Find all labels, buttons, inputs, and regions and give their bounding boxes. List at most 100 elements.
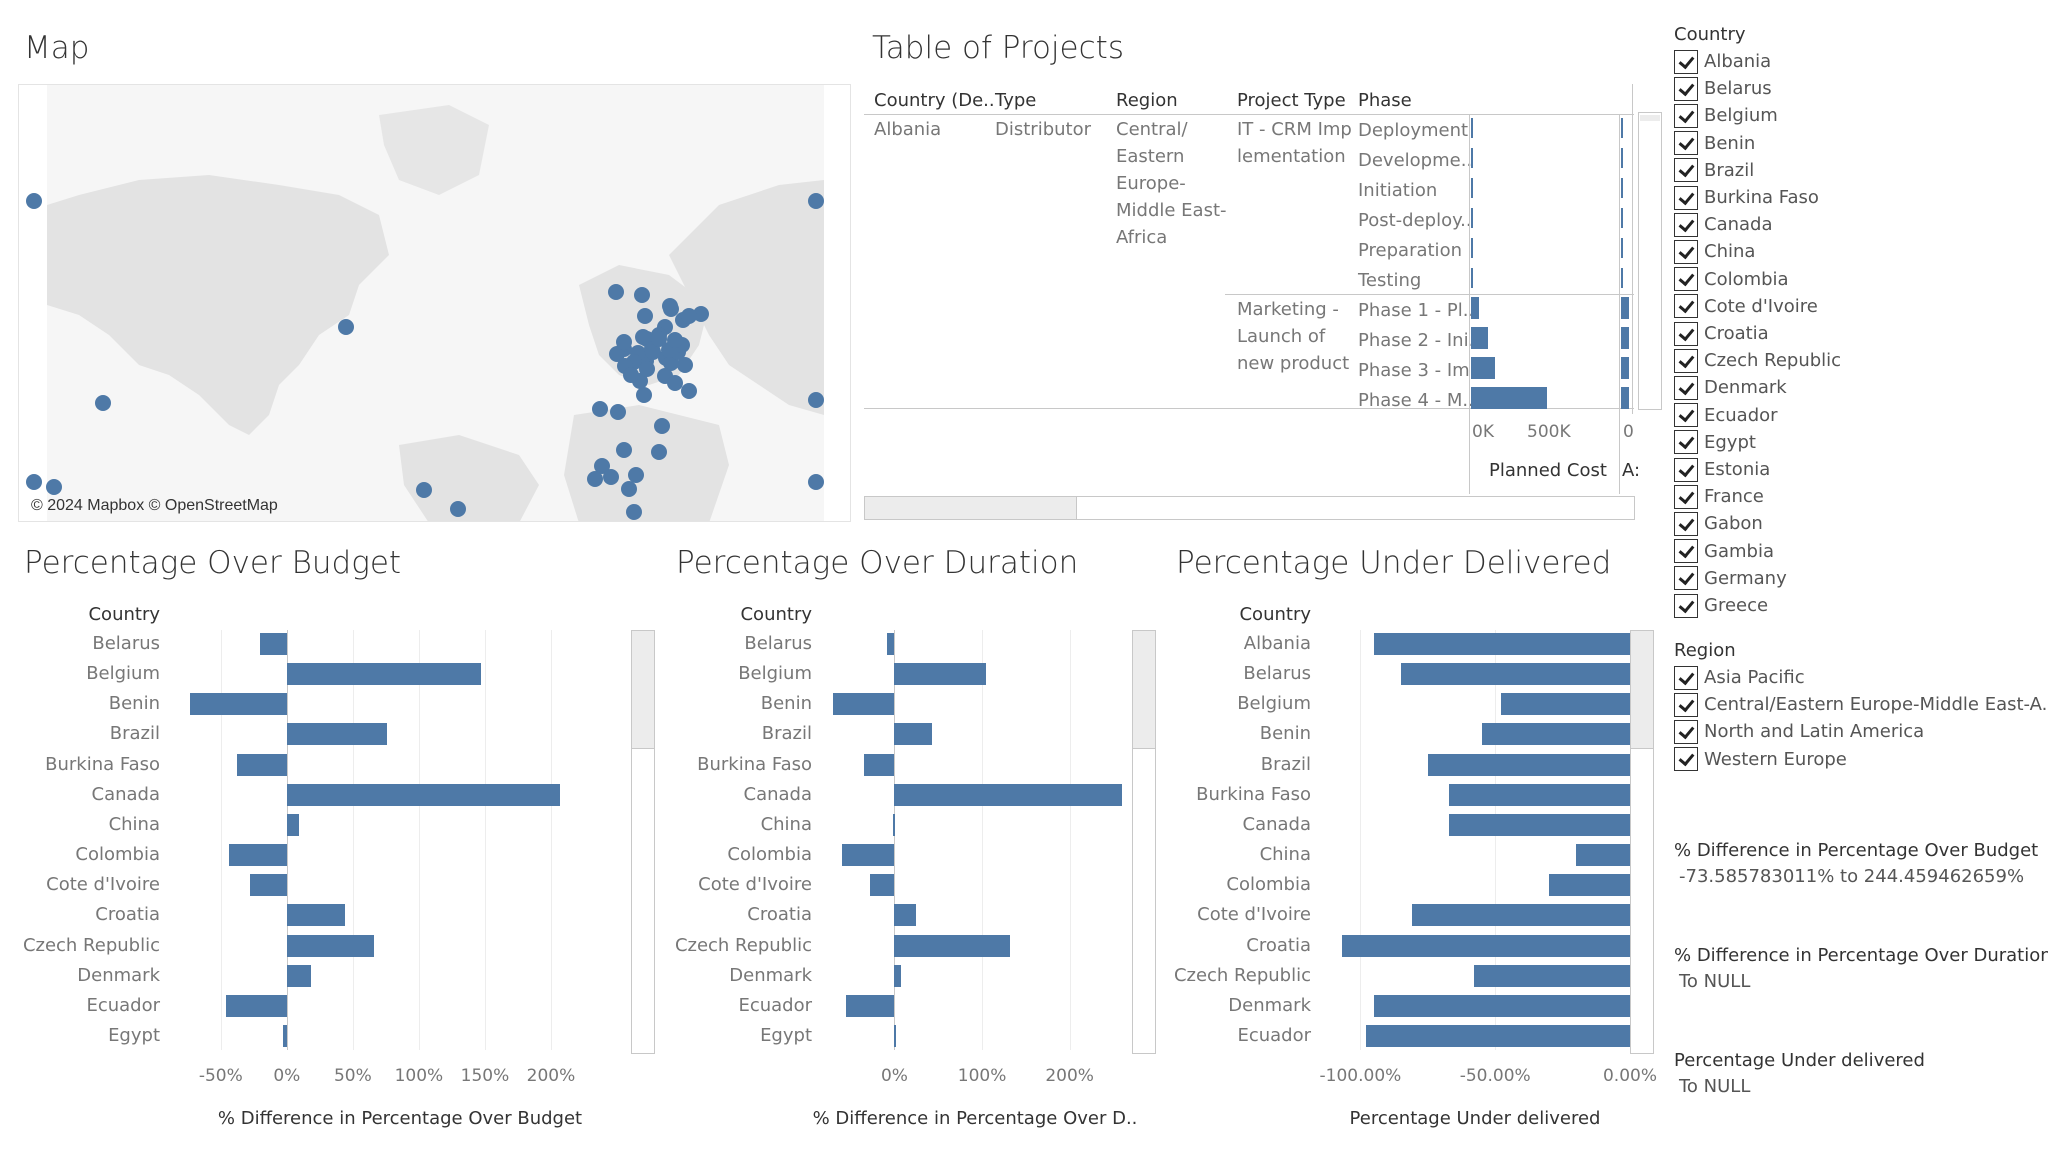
planned-cost-bar[interactable] — [1471, 327, 1488, 349]
bar[interactable] — [892, 813, 895, 836]
category-label[interactable]: Colombia — [1226, 874, 1311, 896]
bar[interactable] — [1449, 783, 1630, 806]
category-header[interactable]: Country — [740, 604, 812, 625]
country-filter-item[interactable]: Czech Republic — [1674, 347, 1841, 374]
country-filter-item[interactable]: Estonia — [1674, 456, 1770, 483]
map-view[interactable]: © 2024 Mapbox © OpenStreetMap — [18, 84, 851, 522]
category-label[interactable]: Cote d'Ivoire — [46, 874, 160, 896]
country-filter-item[interactable]: Benin — [1674, 130, 1755, 157]
country-filter-item[interactable]: France — [1674, 483, 1764, 510]
budget-filter-range[interactable]: -73.585783011% to 244.459462659% — [1679, 866, 2025, 887]
bar[interactable] — [1481, 723, 1630, 746]
category-label[interactable]: Ecuador — [1237, 1024, 1311, 1046]
checkbox-checked-icon[interactable] — [1674, 348, 1698, 373]
bar[interactable] — [249, 874, 287, 897]
map-point[interactable] — [587, 471, 603, 487]
checkbox-checked-icon[interactable] — [1674, 103, 1698, 128]
map-point[interactable] — [26, 193, 42, 209]
bar[interactable] — [1373, 994, 1630, 1017]
category-label[interactable]: Egypt — [108, 1024, 160, 1046]
checkbox-checked-icon[interactable] — [1674, 539, 1698, 564]
duration-filter-range[interactable]: To NULL — [1679, 971, 1751, 992]
planned-cost-bar[interactable] — [1471, 148, 1473, 168]
category-label[interactable]: Colombia — [727, 844, 812, 866]
category-label[interactable]: Benin — [108, 693, 160, 715]
map-point[interactable] — [26, 474, 42, 490]
map-point[interactable] — [667, 332, 683, 348]
bar[interactable] — [1365, 1024, 1630, 1047]
bar[interactable] — [226, 994, 287, 1017]
planned-cost-bar[interactable] — [1471, 268, 1473, 288]
country-filter-item[interactable]: Greece — [1674, 592, 1768, 619]
map-point[interactable] — [616, 442, 632, 458]
checkbox-checked-icon[interactable] — [1674, 747, 1698, 772]
header-type[interactable]: Type — [995, 90, 1037, 111]
map-point[interactable] — [450, 501, 466, 517]
map-point[interactable] — [635, 329, 651, 345]
country-filter-item[interactable]: Colombia — [1674, 266, 1789, 293]
map-point[interactable] — [623, 367, 639, 383]
bar[interactable] — [1473, 964, 1630, 987]
category-label[interactable]: Benin — [760, 693, 812, 715]
checkbox-checked-icon[interactable] — [1674, 403, 1698, 428]
bar[interactable] — [1400, 663, 1630, 686]
chart-scrollbar[interactable] — [631, 630, 655, 1054]
x-axis-title[interactable]: % Difference in Percentage Over D.. — [812, 1108, 1138, 1129]
chart-scroll-thumb[interactable] — [632, 631, 654, 749]
planned-cost-bar[interactable] — [1471, 118, 1473, 138]
category-label[interactable]: Belarus — [744, 633, 812, 654]
country-filter-item[interactable]: Denmark — [1674, 374, 1787, 401]
bar[interactable] — [1449, 813, 1630, 836]
bar[interactable] — [286, 723, 388, 746]
chart-scrollbar[interactable] — [1630, 630, 1654, 1054]
category-label[interactable]: China — [1259, 844, 1311, 866]
checkbox-checked-icon[interactable] — [1674, 719, 1698, 744]
category-label[interactable]: Ecuador — [738, 994, 812, 1016]
country-filter-item[interactable]: Burkina Faso — [1674, 184, 1819, 211]
header-phase[interactable]: Phase — [1358, 90, 1412, 111]
map-point[interactable] — [667, 375, 683, 391]
map-point[interactable] — [693, 306, 709, 322]
table-horizontal-scrollbar[interactable] — [864, 496, 1635, 520]
checkbox-checked-icon[interactable] — [1674, 267, 1698, 292]
bar[interactable] — [1576, 844, 1630, 867]
country-filter-item[interactable]: Cote d'Ivoire — [1674, 293, 1818, 320]
category-label[interactable]: Egypt — [760, 1024, 812, 1046]
map-point[interactable] — [628, 467, 644, 483]
category-label[interactable]: Benin — [1259, 723, 1311, 745]
map-point[interactable] — [603, 469, 619, 485]
country-filter-item[interactable]: Brazil — [1674, 157, 1754, 184]
bar[interactable] — [286, 964, 311, 987]
bar[interactable] — [286, 813, 299, 836]
category-label[interactable]: Burkina Faso — [697, 753, 812, 775]
second-measure-bar[interactable] — [1621, 297, 1629, 319]
map-point[interactable] — [621, 481, 637, 497]
checkbox-checked-icon[interactable] — [1674, 131, 1698, 156]
category-label[interactable]: China — [108, 813, 160, 835]
planned-cost-bar[interactable] — [1471, 208, 1473, 228]
bar[interactable] — [286, 663, 481, 686]
checkbox-checked-icon[interactable] — [1674, 49, 1698, 74]
map-point[interactable] — [651, 444, 667, 460]
category-label[interactable]: Brazil — [109, 723, 160, 745]
chart-scrollbar[interactable] — [1132, 630, 1156, 1054]
second-measure-bar[interactable] — [1621, 148, 1623, 168]
checkbox-checked-icon[interactable] — [1674, 692, 1698, 717]
category-label[interactable]: Canada — [1242, 813, 1312, 835]
category-label[interactable]: Croatia — [95, 904, 160, 926]
bar[interactable] — [1341, 934, 1630, 957]
second-measure-bar[interactable] — [1621, 327, 1629, 349]
checkbox-checked-icon[interactable] — [1674, 457, 1698, 482]
category-header[interactable]: Country — [1239, 604, 1311, 625]
bar[interactable] — [190, 693, 287, 716]
category-label[interactable]: Croatia — [1246, 934, 1311, 956]
bar[interactable] — [863, 753, 895, 776]
category-label[interactable]: Cote d'Ivoire — [698, 874, 812, 896]
checkbox-checked-icon[interactable] — [1674, 484, 1698, 509]
planned-cost-bar[interactable] — [1471, 387, 1547, 409]
map-point[interactable] — [681, 383, 697, 399]
second-measure-bar[interactable] — [1621, 208, 1623, 228]
bar[interactable] — [228, 844, 287, 867]
category-label[interactable]: Czech Republic — [674, 934, 812, 956]
bar[interactable] — [236, 753, 287, 776]
